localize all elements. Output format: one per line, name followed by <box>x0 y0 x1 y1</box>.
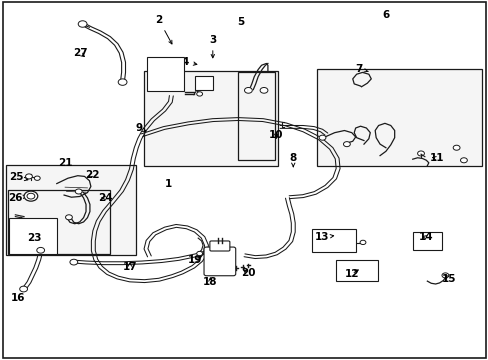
Circle shape <box>212 243 220 249</box>
Circle shape <box>260 87 267 93</box>
Text: 9: 9 <box>135 123 146 133</box>
Text: 24: 24 <box>98 193 113 203</box>
Text: 16: 16 <box>10 293 25 303</box>
Text: 6: 6 <box>382 10 389 20</box>
Text: 22: 22 <box>84 170 99 180</box>
Circle shape <box>27 193 35 199</box>
Circle shape <box>343 141 349 147</box>
Circle shape <box>319 135 325 140</box>
Circle shape <box>196 251 202 256</box>
Circle shape <box>70 259 78 265</box>
Text: 8: 8 <box>289 153 296 167</box>
Text: 3: 3 <box>209 35 216 58</box>
Circle shape <box>417 151 424 156</box>
Circle shape <box>25 174 32 179</box>
Bar <box>335 260 377 281</box>
Text: 13: 13 <box>315 232 333 242</box>
Text: 19: 19 <box>187 255 202 265</box>
Circle shape <box>359 240 365 244</box>
FancyBboxPatch shape <box>203 247 235 276</box>
Text: 15: 15 <box>441 274 456 284</box>
Text: 1: 1 <box>165 179 172 189</box>
Bar <box>8 190 110 253</box>
Circle shape <box>441 273 448 278</box>
Circle shape <box>37 247 44 253</box>
Text: 11: 11 <box>429 153 444 163</box>
Bar <box>147 57 183 91</box>
Text: 25: 25 <box>9 172 28 182</box>
Bar <box>194 76 213 90</box>
Circle shape <box>196 92 202 96</box>
Circle shape <box>244 87 252 93</box>
Text: 10: 10 <box>268 130 283 140</box>
Circle shape <box>118 79 127 85</box>
Text: 7: 7 <box>355 64 367 74</box>
Text: 27: 27 <box>73 48 87 58</box>
FancyBboxPatch shape <box>209 241 229 251</box>
Circle shape <box>78 21 87 27</box>
Bar <box>9 218 57 253</box>
Bar <box>316 69 482 166</box>
Bar <box>311 229 355 252</box>
Text: 26: 26 <box>8 193 26 203</box>
Text: 20: 20 <box>240 268 255 278</box>
Text: 14: 14 <box>418 232 433 242</box>
Text: 12: 12 <box>344 269 358 279</box>
Circle shape <box>65 215 72 220</box>
Text: 2: 2 <box>155 15 172 44</box>
Text: 18: 18 <box>203 277 217 287</box>
Circle shape <box>75 189 82 194</box>
Circle shape <box>24 191 38 201</box>
Bar <box>237 72 275 160</box>
Circle shape <box>20 286 27 292</box>
Text: 23: 23 <box>27 233 42 243</box>
Text: 4: 4 <box>181 57 197 67</box>
Text: 17: 17 <box>122 262 137 272</box>
Bar <box>143 71 277 166</box>
Circle shape <box>452 145 459 150</box>
Text: 5: 5 <box>237 17 244 27</box>
Circle shape <box>460 158 467 163</box>
Bar <box>5 165 136 255</box>
Text: 21: 21 <box>58 158 72 168</box>
Bar <box>412 232 441 250</box>
Circle shape <box>34 176 40 180</box>
